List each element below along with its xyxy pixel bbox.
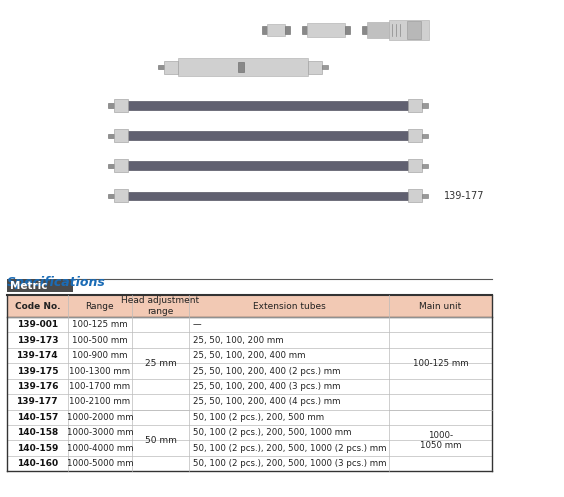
Text: Extension tubes: Extension tubes [253,302,325,311]
Bar [408,99,422,112]
Text: 50, 100 (2 pcs.), 200, 500, 1000 (3 pcs.) mm: 50, 100 (2 pcs.), 200, 500, 1000 (3 pcs.… [193,459,386,468]
Text: 1000-2000 mm: 1000-2000 mm [67,413,133,422]
Bar [7,279,73,292]
Bar [422,134,428,138]
Bar [108,134,114,138]
Bar [302,26,307,34]
Text: 50, 100 (2 pcs.), 200, 500, 1000 mm: 50, 100 (2 pcs.), 200, 500, 1000 mm [193,428,351,437]
Bar [389,20,429,40]
Text: 139-176: 139-176 [16,382,58,391]
Bar [114,160,128,172]
Bar [164,61,178,74]
Text: —: — [193,320,201,330]
Text: 139-177: 139-177 [444,191,484,201]
Bar [308,61,322,74]
Bar [408,160,422,172]
Text: 139-174: 139-174 [16,351,58,360]
Text: Metric: Metric [10,281,47,291]
Bar [128,162,408,170]
Bar [307,23,345,37]
Bar [422,103,428,107]
Bar [408,129,422,142]
Bar [128,131,408,140]
Bar [422,164,428,168]
Bar [408,189,422,202]
Text: Range: Range [86,302,114,311]
Text: 25 mm: 25 mm [144,359,177,368]
Text: 50, 100 (2 pcs.), 200, 500, 1000 (2 pcs.) mm: 50, 100 (2 pcs.), 200, 500, 1000 (2 pcs.… [193,443,386,453]
Bar [114,99,128,112]
Bar [108,194,114,198]
Bar [114,189,128,202]
Bar [422,194,428,198]
Text: 140-159: 140-159 [16,443,58,453]
Text: 139-177: 139-177 [16,397,58,407]
Text: 25, 50, 100, 200, 400 (4 pcs.) mm: 25, 50, 100, 200, 400 (4 pcs.) mm [193,397,341,407]
Text: 1000-3000 mm: 1000-3000 mm [67,428,133,437]
Text: 25, 50, 100, 200, 400 mm: 25, 50, 100, 200, 400 mm [193,351,305,360]
Text: 100-900 mm: 100-900 mm [72,351,127,360]
Text: Main unit: Main unit [420,302,462,311]
Text: 139-173: 139-173 [16,335,58,345]
Text: Specifications: Specifications [7,276,106,289]
Bar [285,26,290,34]
Bar [262,26,267,34]
Text: 140-157: 140-157 [16,413,58,422]
Bar [158,65,164,69]
Bar [128,101,408,110]
Text: 1000-5000 mm: 1000-5000 mm [67,459,133,468]
Text: 1000-4000 mm: 1000-4000 mm [67,443,133,453]
Bar [345,26,350,34]
Text: 100-125 mm: 100-125 mm [72,320,127,330]
Text: Head adjustment
range: Head adjustment range [121,296,200,316]
Bar [108,103,114,107]
Bar [322,65,328,69]
Text: 25, 50, 100, 200, 400 (3 pcs.) mm: 25, 50, 100, 200, 400 (3 pcs.) mm [193,382,341,391]
Text: 100-1700 mm: 100-1700 mm [69,382,130,391]
Bar [362,26,367,34]
Text: 50, 100 (2 pcs.), 200, 500 mm: 50, 100 (2 pcs.), 200, 500 mm [193,413,324,422]
Bar [267,24,285,36]
Text: 50 mm: 50 mm [144,436,177,445]
Text: 139-175: 139-175 [16,366,58,376]
Bar [407,21,421,39]
Bar [128,191,408,200]
Text: 25, 50, 100, 200 mm: 25, 50, 100, 200 mm [193,335,284,345]
Bar [178,58,308,77]
Text: 100-1300 mm: 100-1300 mm [69,366,130,376]
Text: Code No.: Code No. [15,302,60,311]
Text: 100-500 mm: 100-500 mm [72,335,127,345]
Text: 139-001: 139-001 [17,320,58,330]
Bar [108,164,114,168]
Bar [114,129,128,142]
Bar [238,62,244,73]
Text: 100-125 mm: 100-125 mm [413,359,469,368]
Text: 100-2100 mm: 100-2100 mm [69,397,130,407]
Text: 140-158: 140-158 [17,428,58,437]
Text: 140-160: 140-160 [17,459,58,468]
Text: 1000-
1050 mm: 1000- 1050 mm [420,430,461,450]
Bar [367,22,389,38]
Text: 25, 50, 100, 200, 400 (2 pcs.) mm: 25, 50, 100, 200, 400 (2 pcs.) mm [193,366,341,376]
Bar [7,295,492,317]
